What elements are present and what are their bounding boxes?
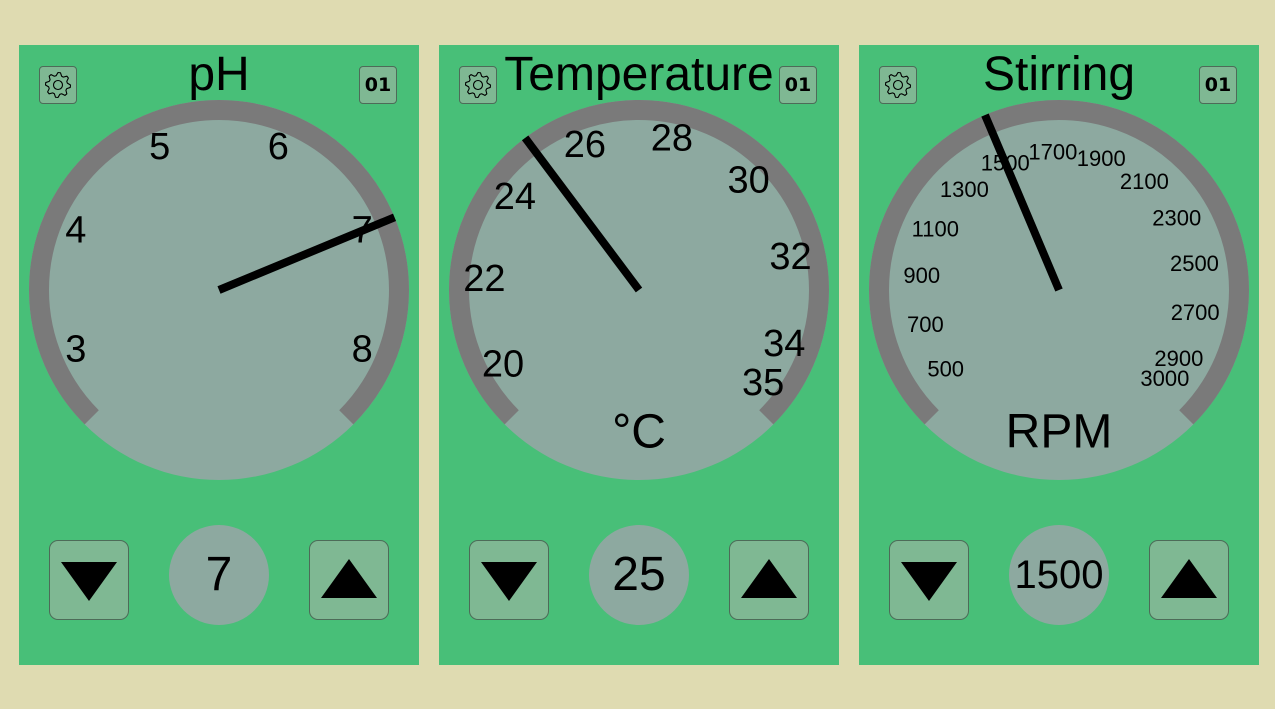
dial-tick-label: 6 (268, 126, 289, 168)
dial-tick-label: 1300 (940, 177, 989, 202)
stirring-panel: Stirring 01 5007009001100130015001700190… (859, 45, 1259, 665)
dial-unit-label: RPM (1006, 406, 1113, 459)
dial-tick-label: 3000 (1140, 366, 1189, 391)
decrease-button[interactable] (889, 540, 969, 620)
gear-icon (884, 71, 912, 99)
gear-icon (464, 71, 492, 99)
triangle-down-icon (481, 562, 537, 601)
triangle-up-icon (321, 559, 377, 598)
triangle-up-icon (741, 559, 797, 598)
increase-button[interactable] (1149, 540, 1229, 620)
triangle-up-icon (1161, 559, 1217, 598)
increase-button[interactable] (729, 540, 809, 620)
dial-needle (521, 135, 643, 293)
value-display: 25 (589, 525, 689, 625)
value-display: 7 (169, 525, 269, 625)
dial-tick-label: 22 (463, 258, 505, 300)
dial-needle (217, 213, 397, 294)
triangle-down-icon (901, 562, 957, 601)
dial-tick-label: 26 (564, 124, 606, 166)
dial-tick-label: 2500 (1170, 251, 1219, 276)
settings-button[interactable] (459, 66, 497, 104)
increase-button[interactable] (309, 540, 389, 620)
dial-tick-label: 8 (352, 328, 373, 370)
dial-tick-label: 500 (927, 356, 964, 381)
dial-tick-label: 1900 (1077, 146, 1126, 171)
channel-badge[interactable]: 01 (359, 66, 397, 104)
dial-ring (449, 100, 829, 425)
dial-tick-label: 2700 (1171, 300, 1220, 325)
dial-ring (869, 100, 1249, 425)
dial-tick-label: 24 (494, 176, 536, 218)
dial-tick-label: 1100 (912, 216, 959, 241)
dial-tick-label: 1700 (1028, 140, 1077, 165)
settings-button[interactable] (879, 66, 917, 104)
dial-tick-label: 3 (65, 328, 86, 370)
ph-panel: pH 01 345678 7 (19, 45, 419, 665)
dial-ring (29, 100, 409, 425)
settings-button[interactable] (39, 66, 77, 104)
dial-tick-label: 32 (769, 236, 811, 278)
dial-needle (981, 113, 1063, 292)
dial-unit-label: °C (612, 406, 666, 459)
temperature-panel: Temperature 01 20 22 24 26 28 30 32 34 35 °C 25 (439, 45, 839, 665)
dial-tick-label: 700 (907, 312, 944, 337)
triangle-down-icon (61, 562, 117, 601)
dial-tick-label: 35 (742, 362, 784, 404)
dial-tick-label: 900 (903, 263, 940, 288)
dial-tick-label: 20 (482, 343, 524, 385)
gear-icon (44, 71, 72, 99)
dial-tick-label: 2300 (1152, 206, 1201, 231)
ph-gauge: 345678 (29, 100, 409, 480)
dial-tick-label: 2900 (1154, 346, 1203, 371)
dial-tick-label: 30 (727, 159, 769, 201)
decrease-button[interactable] (49, 540, 129, 620)
dial-tick-label: 34 (763, 323, 805, 365)
channel-badge[interactable]: 01 (1199, 66, 1237, 104)
dial-tick-label: 2100 (1120, 169, 1169, 194)
channel-badge[interactable]: 01 (779, 66, 817, 104)
dial-tick-label: 4 (65, 210, 86, 252)
stirring-gauge: 5007009001100130015001700190021002300250… (869, 100, 1249, 480)
decrease-button[interactable] (469, 540, 549, 620)
dial-tick-label: 5 (149, 126, 170, 168)
value-display: 1500 (1009, 525, 1109, 625)
dial-tick-label: 28 (651, 118, 693, 160)
